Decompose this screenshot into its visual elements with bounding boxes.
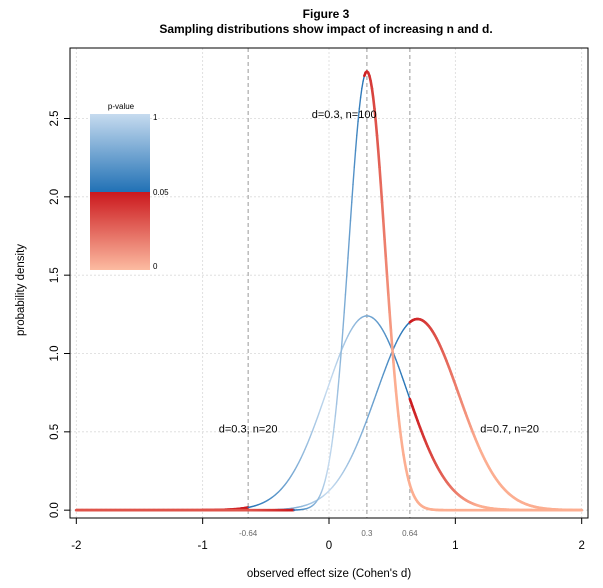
x-tick-label: 0	[326, 540, 332, 552]
annotation-d03-n100: d=0.3, n=100	[312, 109, 377, 121]
density-segment-3	[388, 311, 393, 332]
density-segment-3	[323, 479, 326, 486]
density-segment-3	[332, 426, 335, 439]
density-segment-3	[383, 238, 388, 260]
y-tick-label: 1.0	[49, 346, 61, 362]
density-segment-3	[399, 436, 404, 448]
legend-title: p-value	[108, 102, 135, 111]
annotation-d03-n20: d=0.3, n=20	[219, 424, 278, 436]
legend-blue-band	[90, 114, 150, 192]
density-segment-3	[357, 108, 361, 123]
reference-label: -0.64	[239, 529, 258, 538]
chart-title: Sampling distributions show impact of in…	[159, 22, 492, 36]
density-segment-3	[344, 275, 348, 296]
density-segment-3	[361, 80, 364, 90]
y-axis: 0.0 0.5 1.0 1.5 2.0 2.5	[49, 111, 70, 518]
density-segment-3	[398, 425, 403, 439]
density-segment-3	[359, 87, 363, 99]
density-segment-3	[340, 329, 344, 348]
density-segment-3	[371, 96, 376, 111]
density-segment-3	[380, 201, 385, 223]
y-tick-label: 0.0	[49, 502, 61, 518]
density-segment-3	[379, 183, 384, 204]
density-segment-3	[373, 107, 378, 123]
density-segment-3	[375, 134, 380, 153]
density-segment-3	[349, 201, 353, 222]
density-segment-3	[354, 134, 358, 152]
density-segment-3	[400, 445, 405, 457]
density-segment-3	[392, 360, 396, 379]
reference-label: 0.3	[361, 529, 373, 538]
legend-tick-0: 0	[153, 262, 158, 271]
density-segment-3	[356, 120, 359, 137]
density-segment-3	[329, 445, 333, 456]
density-segment-3	[376, 149, 381, 169]
density-segment-3	[387, 293, 391, 314]
legend-tick-005: 0.05	[153, 188, 169, 197]
density-segment-3	[389, 328, 394, 348]
density-segment-3	[345, 257, 349, 278]
density-segment-3	[370, 87, 375, 99]
density-segment-3	[325, 468, 329, 476]
y-tick-label: 2.5	[49, 111, 61, 127]
density-segment-3	[382, 219, 386, 241]
legend-red-band	[90, 192, 150, 270]
y-axis-label: probability density	[15, 244, 27, 336]
reference-label: 0.64	[402, 529, 418, 538]
density-segment-3	[342, 311, 345, 331]
density-segment-3	[347, 238, 350, 259]
density-curves	[75, 70, 583, 512]
density-segment-3	[390, 345, 395, 364]
density-segment-3	[393, 375, 398, 393]
density-segment-3	[351, 183, 354, 204]
density-segment-3	[384, 256, 389, 278]
density-segment-3	[352, 166, 355, 186]
density-segment-3	[348, 220, 352, 241]
density-segment-3	[334, 403, 338, 417]
density-segment-3	[328, 454, 331, 464]
density-segment-3	[343, 294, 347, 314]
density-segment-3	[333, 415, 337, 428]
density-segment-3	[324, 474, 328, 481]
reference-lines: -0.64 0.3 0.64	[239, 48, 418, 538]
density-segment-3	[327, 461, 330, 470]
y-tick-label: 1.5	[49, 267, 61, 283]
legend-tick-1: 1	[153, 113, 158, 122]
figure-label: Figure 3	[303, 7, 350, 21]
x-axis-label: observed effect size (Cohen's d)	[247, 568, 412, 580]
density-segment-3	[394, 389, 399, 406]
density-segment-3	[385, 275, 390, 297]
x-tick-label: -2	[71, 540, 81, 552]
density-segment-3	[335, 390, 339, 405]
x-tick-label: 1	[452, 540, 458, 552]
density-segment-3	[358, 96, 362, 110]
p-value-legend: p-value 1 0.05 0	[90, 102, 169, 271]
annotation-d07-n20: d=0.7, n=20	[480, 424, 539, 436]
density-segment-3	[397, 414, 402, 429]
density-segment-3	[353, 150, 357, 168]
x-tick-label: -1	[198, 540, 208, 552]
density-segment-3	[378, 165, 383, 186]
x-axis: -2 -1 0 1 2	[71, 518, 585, 552]
density-segment-3	[339, 345, 343, 363]
density-segment-3	[374, 120, 379, 137]
x-tick-label: 2	[578, 540, 584, 552]
y-tick-label: 2.0	[49, 189, 61, 205]
density-segment-3	[337, 376, 340, 392]
density-segment-3	[338, 361, 342, 378]
density-segment-3	[330, 436, 334, 448]
y-tick-label: 0.5	[49, 424, 61, 440]
density-segment-3	[395, 402, 400, 418]
